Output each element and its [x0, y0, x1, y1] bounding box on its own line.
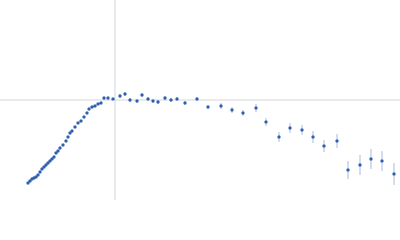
data-point: [66, 135, 70, 139]
data-point: [111, 97, 115, 101]
data-point: [128, 98, 132, 102]
data-point: [26, 181, 30, 185]
data-point: [380, 159, 384, 163]
data-point: [38, 170, 42, 174]
data-point: [322, 144, 326, 148]
data-point: [54, 151, 58, 155]
data-point: [135, 99, 139, 103]
chart: [0, 0, 400, 200]
data-point: [93, 104, 97, 108]
data-point: [118, 94, 122, 98]
data-point: [42, 165, 46, 169]
data-point: [28, 179, 32, 183]
data-point: [85, 111, 89, 115]
data-point: [90, 105, 94, 109]
data-point: [140, 93, 144, 97]
data-point: [311, 135, 315, 139]
data-point: [241, 111, 245, 115]
data-point: [73, 125, 77, 129]
data-point: [46, 161, 50, 165]
data-point: [52, 155, 56, 159]
data-point: [61, 143, 65, 147]
data-point: [264, 120, 268, 124]
data-point: [82, 115, 86, 119]
data-point: [346, 168, 350, 172]
data-point: [369, 157, 373, 161]
data-point: [392, 172, 396, 176]
data-point: [123, 92, 127, 96]
data-point: [70, 129, 74, 133]
data-point: [99, 101, 103, 105]
data-point: [169, 98, 173, 102]
data-point: [87, 107, 91, 111]
data-point: [300, 128, 304, 132]
data-point: [156, 100, 160, 104]
data-point: [44, 163, 48, 167]
data-point: [206, 105, 210, 109]
data-point: [335, 139, 339, 143]
data-point: [56, 149, 60, 153]
data-point: [36, 173, 40, 177]
data-point: [34, 175, 38, 179]
data-point: [146, 97, 150, 101]
data-point: [151, 99, 155, 103]
data-point: [76, 121, 80, 125]
data-point: [48, 159, 52, 163]
data-point: [358, 163, 362, 167]
data-point: [254, 106, 258, 110]
data-point: [64, 139, 68, 143]
data-point: [195, 97, 199, 101]
data-point: [288, 126, 292, 130]
data-point: [277, 135, 281, 139]
data-point: [58, 146, 62, 150]
data-point: [96, 102, 100, 106]
data-point: [102, 96, 106, 100]
data-point: [230, 108, 234, 112]
data-point: [219, 104, 223, 108]
data-point: [68, 131, 72, 135]
data-point: [40, 167, 44, 171]
data-point: [183, 101, 187, 105]
data-point: [163, 96, 167, 100]
data-point: [106, 96, 110, 100]
data-point: [79, 119, 83, 123]
data-point: [50, 157, 54, 161]
data-point: [175, 97, 179, 101]
